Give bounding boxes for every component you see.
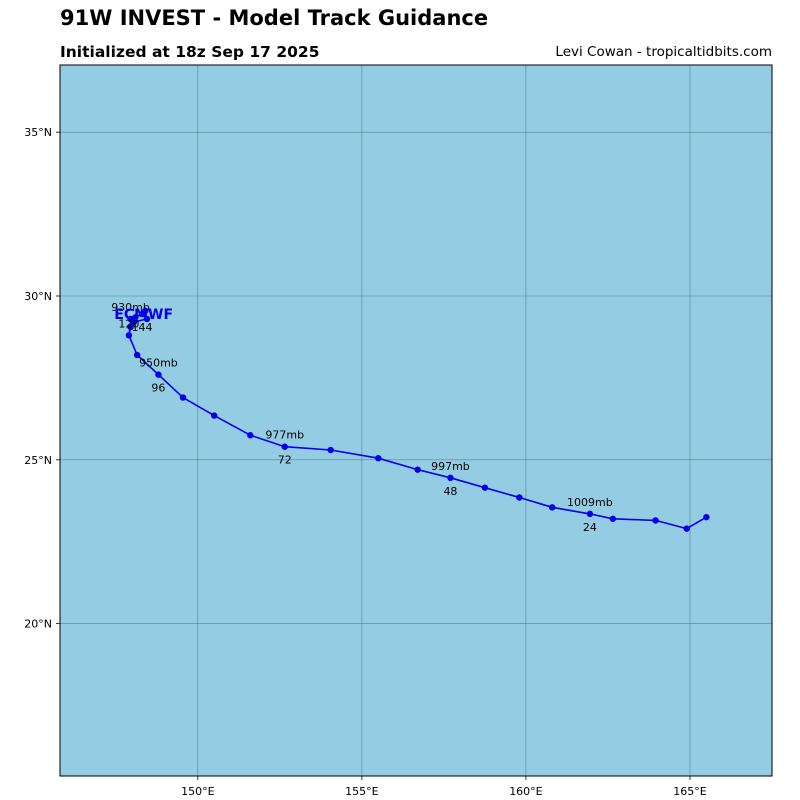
track-point	[127, 315, 134, 323]
map-frame	[59, 64, 773, 777]
track-point	[703, 513, 710, 521]
track-point	[127, 323, 134, 331]
y-tick-label: 35°N	[24, 126, 52, 139]
y-tick-label: 25°N	[24, 454, 52, 467]
track-annotation: 24	[583, 521, 597, 534]
page-subtitle: Initialized at 18z Sep 17 2025	[60, 43, 320, 61]
track-point	[481, 484, 489, 491]
ocean-area	[60, 65, 772, 776]
track-point	[652, 517, 659, 524]
track-point	[327, 446, 334, 454]
y-tick-label: 20°N	[24, 618, 52, 631]
track-point	[609, 515, 617, 522]
track-annotation: 997mb	[431, 460, 470, 473]
page-title: 91W INVEST - Model Track Guidance	[60, 6, 489, 30]
track-point	[247, 432, 254, 439]
x-tick-label: 160°E	[509, 785, 542, 798]
track-point	[155, 371, 162, 378]
track-annotation: 48	[443, 485, 457, 498]
track-annotation: 977mb	[265, 429, 304, 442]
track-point	[281, 443, 288, 450]
track-annotation: 72	[278, 454, 292, 467]
track-point	[447, 474, 454, 482]
track-point	[548, 504, 556, 511]
track-point	[125, 332, 133, 339]
track-point	[414, 466, 421, 473]
track-point	[211, 412, 218, 419]
track-point	[375, 454, 382, 462]
track-annotation: 930mb	[111, 301, 150, 314]
track-point	[179, 394, 187, 401]
track-point	[683, 525, 690, 532]
credit-text: Levi Cowan - tropicaltidbits.com	[555, 44, 772, 60]
track-point	[133, 351, 141, 359]
track-point	[143, 315, 151, 323]
model-label-ecmwf: ECMWF	[114, 307, 173, 323]
x-tick-label: 165°E	[673, 785, 706, 798]
track-annotation: 144	[132, 321, 153, 334]
x-tick-label: 155°E	[345, 785, 378, 798]
track-annotation: 950mb	[139, 357, 178, 370]
track-annotation: 120	[118, 317, 139, 330]
track-point	[586, 510, 594, 518]
x-tick-label: 150°E	[181, 785, 214, 798]
track-annotation: 1009mb	[567, 496, 613, 509]
track-annotation: 96	[151, 382, 165, 395]
y-tick-label: 30°N	[24, 290, 52, 303]
track-point	[516, 494, 523, 501]
track-point	[138, 310, 146, 318]
track-point	[132, 314, 139, 321]
